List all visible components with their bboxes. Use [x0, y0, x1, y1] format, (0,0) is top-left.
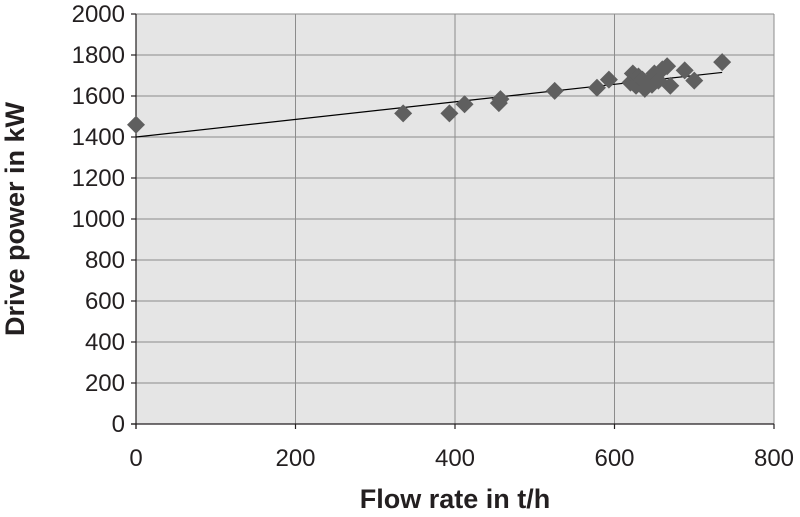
y-axis-title: Drive power in kW — [0, 101, 30, 336]
axes — [131, 13, 775, 429]
data-point — [545, 81, 564, 100]
y-tick-label: 200 — [85, 370, 125, 397]
y-tick-label: 1600 — [72, 83, 125, 110]
y-tick-labels: 0 200 400 600 800 1000 1200 1400 1600 1800 2000 — [72, 1, 125, 438]
y-tick-label: 2000 — [72, 1, 125, 28]
data-point — [394, 104, 413, 123]
y-tick-label: 1800 — [72, 42, 125, 69]
x-tick-label: 200 — [275, 445, 315, 472]
y-tick-label: 1000 — [72, 206, 125, 233]
data-point — [685, 71, 704, 90]
data-point — [661, 76, 680, 95]
data-point — [587, 78, 606, 97]
x-axis-title: Flow rate in t/h — [360, 484, 551, 514]
data-point — [455, 95, 474, 114]
x-tick-label: 800 — [754, 445, 794, 472]
y-tick-label: 400 — [85, 329, 125, 356]
data-points — [127, 53, 732, 134]
x-tick-label: 600 — [594, 445, 634, 472]
x-tick-labels: 0 200 400 600 800 — [129, 445, 794, 472]
y-tick-label: 1400 — [72, 124, 125, 151]
y-tick-label: 0 — [112, 411, 125, 438]
data-point — [658, 57, 677, 76]
data-point — [127, 115, 145, 134]
y-tick-label: 800 — [85, 247, 125, 274]
gridlines — [136, 13, 775, 424]
data-point — [599, 70, 618, 89]
x-tick-label: 0 — [129, 445, 142, 472]
x-tick-label: 400 — [435, 445, 475, 472]
y-tick-label: 1200 — [72, 165, 125, 192]
data-point — [440, 104, 459, 123]
y-tick-label: 600 — [85, 288, 125, 315]
data-point — [491, 90, 510, 109]
data-point — [675, 61, 694, 80]
data-point — [713, 53, 732, 72]
